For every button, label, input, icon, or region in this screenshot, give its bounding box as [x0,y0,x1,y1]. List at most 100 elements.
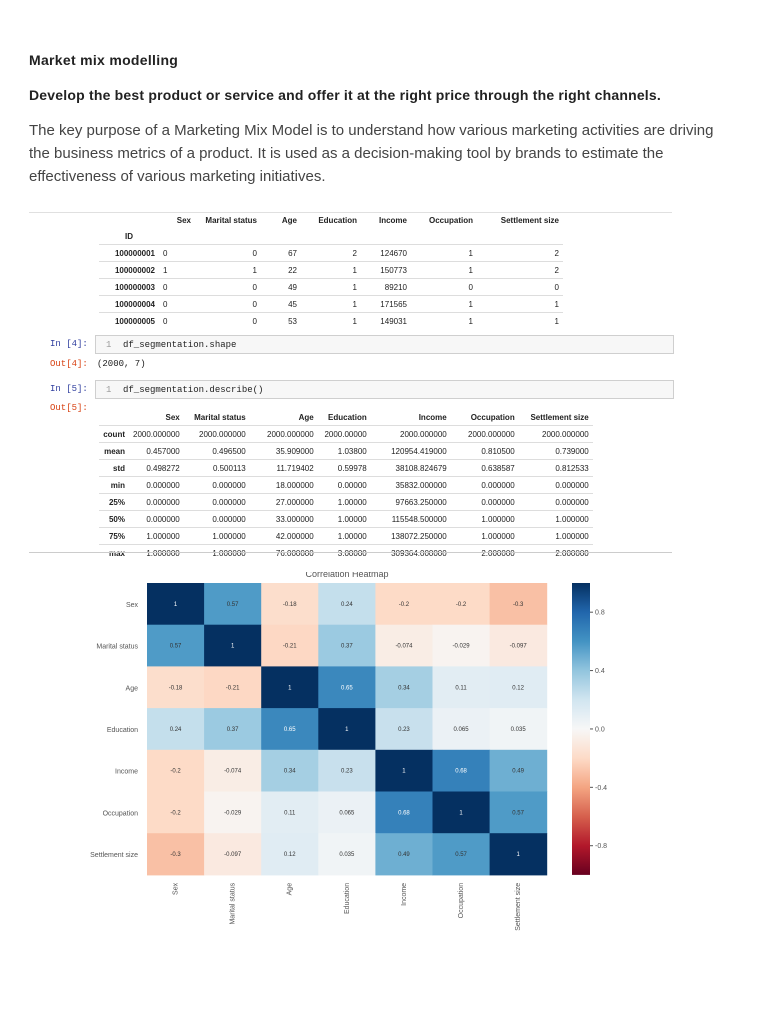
cell-label: 0.24 [341,602,353,608]
cell-label: 1 [231,644,235,650]
cell: 1 [352,299,357,309]
cell: 42.000000 [275,531,314,541]
cell: 0.000000 [212,497,246,507]
cell: 2.000000 [555,548,589,558]
header-cell: Income [378,215,407,225]
cell: 1 [352,282,357,292]
cell-label: -0.3 [170,852,181,858]
row: 75% 1.000000 1.000000 42.000000 1.00000 13807… [99,527,593,545]
cell-label: -0.2 [170,810,181,816]
heat-cell [432,833,491,876]
code: df_segmentation.shape [123,340,237,350]
heat-cell [318,833,376,876]
cell [261,228,301,245]
heat-cell [204,749,262,792]
col-label: Sex [173,882,180,895]
cell [411,228,477,245]
cell: 0 [163,316,168,326]
header-cell: Age [281,215,297,225]
row: 100000004 0 0 45 1 171565 1 1 [99,295,563,313]
divider [29,212,672,213]
row-index: 100000001 [114,248,155,258]
cell: 0.498272 [146,463,180,473]
cell: 0.500113 [212,463,246,473]
cell: 1.000000 [146,531,180,541]
cell: 115548.500000 [391,514,447,524]
heat-cell [204,666,262,709]
heat-cell [489,791,548,834]
title-clip [0,560,768,572]
row-index: 100000005 [114,316,155,326]
heat-cell [261,791,319,834]
cell: 67 [288,248,297,258]
cell-label: -0.074 [395,644,413,650]
cell: 0.638587 [481,463,515,473]
heatmap: Correlation Heatmap 1 0.57 -0.18 0.24 -0.2 -0.… [0,560,768,931]
cell-label: 0.23 [398,727,410,733]
header-cell: Settlement size [530,412,589,422]
heat-cell [432,749,491,792]
cell: 2000.000000 [267,429,314,439]
cell-label: 1 [459,810,463,816]
cell: 22 [288,265,297,275]
cell: 1.000000 [212,531,246,541]
cell-label: 1 [402,769,406,775]
cell: 0 [163,282,168,292]
cell: 171565 [380,299,407,309]
cell-label: -0.029 [453,644,471,650]
heat-cell [375,624,433,667]
cell [361,228,411,245]
row-index: count [103,429,125,439]
cell-label: 0.57 [227,602,239,608]
cell: 38108.824679 [395,463,447,473]
cell-label: 0.65 [341,685,353,691]
heat-cell [204,791,262,834]
cell-label: -0.097 [510,644,528,650]
cell: 124670 [380,248,407,258]
cell: 0.000000 [212,514,246,524]
heat-cell [261,666,319,709]
index-row: ID [99,228,563,245]
cell: 1.03800 [337,446,367,456]
heat-cell [432,624,491,667]
cell: 0.457000 [146,446,180,456]
cell-label: 0.68 [398,810,410,816]
cell: 27.000000 [275,497,314,507]
code-cell: 1 df_segmentation.shape [95,335,674,354]
cell-label: -0.074 [224,769,242,775]
row: 100000002 1 1 22 1 150773 1 2 [99,261,563,279]
heat-cell [432,708,491,751]
row-label: Occupation [103,810,139,817]
heat-cell [204,583,262,626]
row-label: Age [126,685,139,692]
cell: 2.000000 [481,548,515,558]
cell-label: 1 [516,852,520,858]
cell: 1 [468,265,473,275]
in-prompt: In [5]: [50,384,88,394]
cell: 0.000000 [146,497,180,507]
cell: 45 [288,299,297,309]
header-row: Sex Marital status Age Education Income Occup… [99,409,593,426]
cell-label: 1 [174,602,178,608]
cell-label: 0.57 [170,644,182,650]
heat-cell [375,833,433,876]
cell-label: 0.57 [455,852,467,858]
cell: 35832.000000 [395,480,447,490]
cell-label: 0.11 [284,810,296,816]
heat-cell [432,666,491,709]
cell-label: 0.49 [398,852,410,858]
row: std 0.498272 0.500113 11.719402 0.59978 38108… [99,459,593,477]
cell-label: -0.2 [399,602,410,608]
heat-cell [318,583,376,626]
cell-label: 0.37 [227,727,239,733]
header-cell: Sex [165,412,180,422]
header-cell [99,212,159,228]
cell: 76.000000 [275,548,314,558]
cell: 1 [468,248,473,258]
cell: 2 [554,248,559,258]
cell-label: 0.035 [511,727,527,733]
cell: 0.812533 [555,463,589,473]
heat-cell [375,749,433,792]
cell-label: 0.11 [455,685,467,691]
